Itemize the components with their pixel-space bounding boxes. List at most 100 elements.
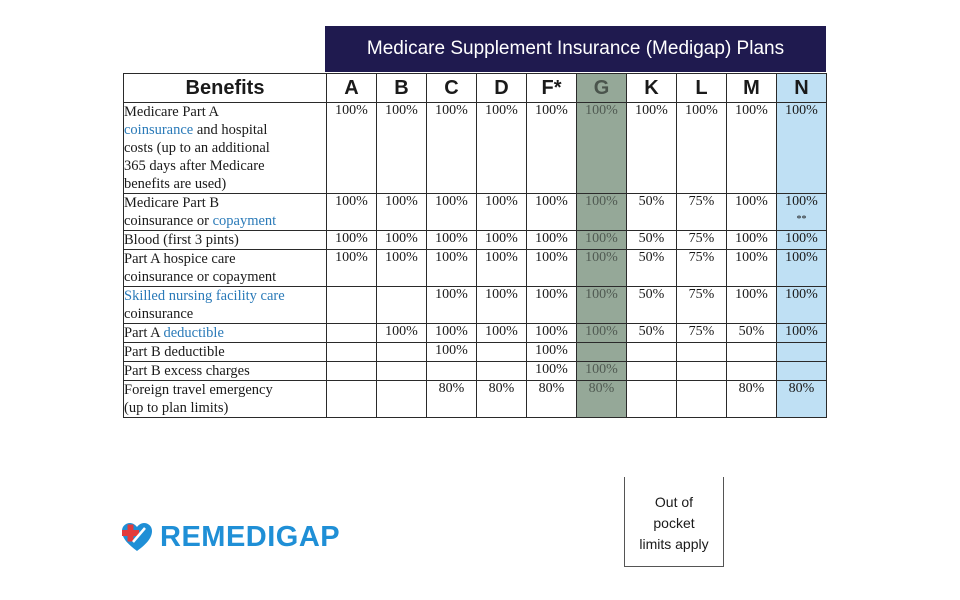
plan-l-value: 75% [676,230,727,250]
plan-c-value: 100% [426,342,477,362]
plan-g-value: 100% [576,102,627,194]
plan-k-value: 50% [626,193,677,231]
plan-header-c: C [426,73,477,103]
coverage-value: 100% [435,343,468,358]
coverage-value: 100% [685,103,718,118]
benefit-text: coinsurance [124,306,194,322]
plan-m-value: 100% [726,249,777,287]
plan-l-value: 100% [676,102,727,194]
benefit-label: Part A deductible [123,323,327,343]
plan-a-value: 100% [326,230,377,250]
benefit-text: 365 days after Medicare [124,158,265,174]
plan-c-value: 100% [426,286,477,324]
coverage-value: 75% [688,324,715,339]
coverage-value: 100% [585,103,618,118]
coverage-value: 100% [785,287,818,302]
plan-f-value: 80% [526,380,577,418]
medical-cross-heart-icon [122,523,152,551]
coverage-value: 100% [435,287,468,302]
coverage-value: 80% [788,381,815,396]
plan-header-l: L [676,73,727,103]
plan-m-value [726,361,777,381]
coverage-value: 100% [485,324,518,339]
coverage-value: 80% [588,381,615,396]
header-row: Benefits A B C D F* G K L M N [123,73,827,103]
plan-g-value: 100% [576,230,627,250]
benefit-label: Medicare Part A coinsurance and hospital c… [123,102,327,194]
footnote-marker: ** [796,214,807,225]
plan-g-value: 80% [576,380,627,418]
coverage-value: 100% [385,194,418,209]
plan-d-value: 100% [476,230,527,250]
plan-d-value: 100% [476,286,527,324]
coverage-value: 100% [485,103,518,118]
coverage-value: 100% [735,194,768,209]
plan-a-value: 100% [326,249,377,287]
plan-k-value [626,361,677,381]
plan-d-value: 100% [476,249,527,287]
plan-a-value [326,323,377,343]
coverage-value: 100% [485,250,518,265]
plan-g-value [576,342,627,362]
coverage-value: 80% [438,381,465,396]
benefit-text: Medicare Part B [124,195,220,211]
plan-l-value [676,380,727,418]
coverage-value: 100% [535,287,568,302]
plan-f-value: 100% [526,193,577,231]
plan-n-value: 100% [776,230,827,250]
coverage-value: 80% [738,381,765,396]
coverage-value: 100% [485,231,518,246]
plan-g-value: 100% [576,286,627,324]
plan-g-value: 100% [576,249,627,287]
coverage-value: 100% [535,343,568,358]
plan-l-value [676,342,727,362]
plan-l-value: 75% [676,323,727,343]
plan-f-value: 100% [526,342,577,362]
coverage-value: 100% [535,362,568,377]
plan-b-value: 100% [376,230,427,250]
brand-logo: REMEDIGAP [120,520,340,554]
plan-m-value [726,342,777,362]
plan-header-f: F* [526,73,577,103]
coverage-value: 100% [585,362,618,377]
benefit-label: Foreign travel emergency (up to plan limi… [123,380,327,418]
coverage-value: 100% [535,231,568,246]
coverage-value: 100% [535,250,568,265]
plan-d-value: 80% [476,380,527,418]
coverage-value: 100% [735,103,768,118]
plan-n-value: 100% [776,249,827,287]
table-row: Part B excess charges 100% 100% [123,361,827,381]
benefit-label: Part A hospice care coinsurance or copaym… [123,249,327,287]
benefit-text: Part A [124,325,164,341]
coverage-value: 100% [435,324,468,339]
plan-c-value [426,361,477,381]
benefit-link-text[interactable]: copayment [212,213,277,229]
coverage-value: 100% [785,324,818,339]
coverage-value: 100% [485,287,518,302]
coverage-value: 100% [335,250,368,265]
coverage-value: 100% [585,231,618,246]
table-title: Medicare Supplement Insurance (Medigap) … [325,26,826,72]
plan-a-value [326,361,377,381]
plan-n-value [776,342,827,362]
coverage-value: 50% [638,231,665,246]
plan-header-a: A [326,73,377,103]
plan-d-value [476,361,527,381]
coverage-value: 100% [735,231,768,246]
plan-b-value [376,380,427,418]
benefit-text: Part B excess charges [124,363,250,379]
coverage-value: 75% [688,250,715,265]
plan-m-value: 100% [726,102,777,194]
out-of-pocket-note: Out of pocket limits apply [624,477,724,567]
table-row: Part A deductible 100% 100% 100% 100% 100% 50%… [123,323,827,343]
plan-g-value: 100% [576,193,627,231]
plan-header-g: G [576,73,627,103]
out-of-pocket-line: limits apply [639,536,709,552]
benefit-link-text[interactable]: deductible [163,325,224,341]
benefit-link-text[interactable]: Skilled nursing facility care [124,288,285,304]
benefit-link-text[interactable]: coinsurance [124,122,194,138]
coverage-value: 100% [385,103,418,118]
plan-d-value: 100% [476,193,527,231]
coverage-value: 100% [785,250,818,265]
plan-c-value: 100% [426,102,477,194]
